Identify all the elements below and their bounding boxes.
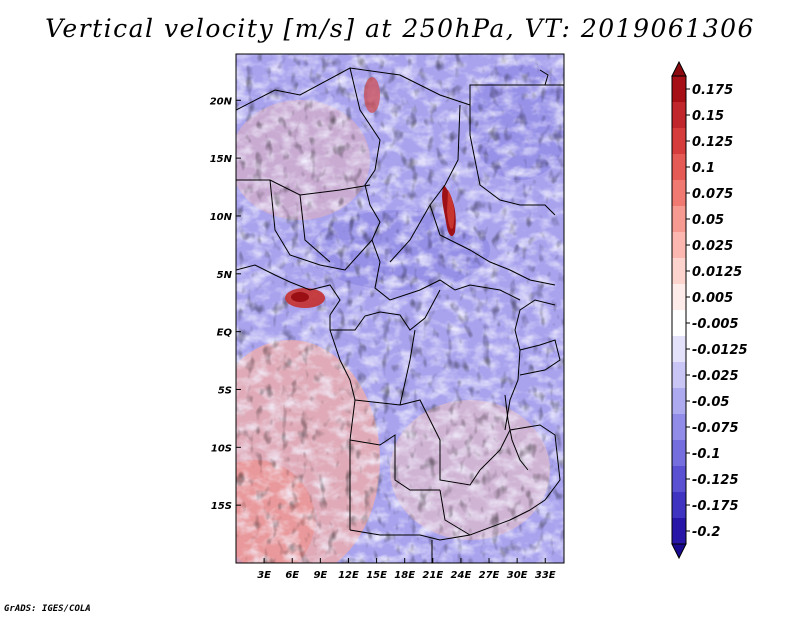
- colorbar-swatch: [672, 258, 686, 284]
- latitude-axis: 20N 15N 10N 5N EQ 5S 10S 15S: [210, 96, 241, 512]
- colorbar-swatch: [672, 284, 686, 310]
- lon-tick-label: 30E: [507, 570, 528, 581]
- lon-tick-label: 6E: [285, 570, 299, 581]
- colorbar-label: 0.05: [692, 213, 724, 228]
- lon-tick-label: 18E: [394, 570, 415, 581]
- colorbar-label: -0.025: [692, 369, 739, 384]
- colorbar-swatch: [672, 102, 686, 128]
- colorbar-swatch: [672, 154, 686, 180]
- country-borders: [236, 67, 564, 563]
- colorbar-swatch: [672, 232, 686, 258]
- colorbar-swatch: [672, 206, 686, 232]
- lon-tick-label: 15E: [366, 570, 387, 581]
- colorbar-label: -0.125: [692, 473, 739, 488]
- colorbar-label: -0.175: [692, 499, 739, 514]
- colorbar-swatch: [672, 362, 686, 388]
- lon-tick-label: 24E: [451, 570, 472, 581]
- colorbar-label: 0.175: [692, 83, 733, 98]
- lon-tick-label: 21E: [422, 570, 443, 581]
- lon-tick-label: 3E: [257, 570, 271, 581]
- longitude-axis: 3E 6E 9E 12E 15E 18E 21E 24E 27E 30E 33E: [257, 558, 556, 581]
- lon-tick-label: 27E: [479, 570, 500, 581]
- colorbar-label: -0.0125: [692, 343, 748, 358]
- colorbar-label: 0.025: [692, 239, 733, 254]
- colorbar-label: -0.05: [692, 395, 729, 410]
- colorbar-label: 0.1: [692, 161, 715, 176]
- colorbar-label: 0.0125: [692, 265, 742, 280]
- lat-tick-label: 5N: [217, 270, 233, 281]
- lon-tick-label: 9E: [313, 570, 327, 581]
- vertical-velocity-field: [236, 54, 564, 563]
- lon-tick-label: 33E: [535, 570, 556, 581]
- colorbar-swatch: [672, 128, 686, 154]
- lon-tick-label: 12E: [338, 570, 359, 581]
- colorbar-swatch: [672, 440, 686, 466]
- lat-tick-label: 15N: [210, 154, 233, 165]
- colorbar-label: 0.15: [692, 109, 724, 124]
- colorbar-label: -0.005: [692, 317, 739, 332]
- colorbar-swatch: [672, 336, 686, 362]
- colorbar-label: -0.2: [692, 525, 720, 540]
- colorbar-swatch: [672, 76, 686, 102]
- colorbar-swatch: [672, 388, 686, 414]
- colorbar-top-cap: [671, 60, 687, 77]
- plot-title: Vertical velocity [m/s] at 250hPa, VT: 2…: [45, 14, 755, 43]
- colorbar-label: -0.1: [692, 447, 720, 462]
- colorbar-swatch: [672, 414, 686, 440]
- colorbar-label: 0.075: [692, 187, 733, 202]
- credit-label: GrADS: IGES/COLA: [4, 604, 91, 614]
- colorbar-swatch: [672, 310, 686, 336]
- colorbar: 0.175 0.15 0.125 0.1 0.075 0.05 0.025 0.0125 0.0…: [671, 60, 748, 560]
- lat-tick-label: 20N: [210, 96, 233, 107]
- colorbar-swatch: [672, 518, 686, 544]
- colorbar-label: -0.075: [692, 421, 739, 436]
- map-border: [235, 53, 565, 564]
- colorbar-swatch: [672, 466, 686, 492]
- colorbar-label: 0.125: [692, 135, 733, 150]
- lat-tick-label: 15S: [211, 501, 232, 512]
- lat-tick-label: 10S: [211, 443, 232, 454]
- colorbar-bottom-cap: [671, 543, 687, 560]
- lat-tick-label: 5S: [218, 385, 232, 396]
- colorbar-label: 0.005: [692, 291, 733, 306]
- colorbar-swatch: [672, 180, 686, 206]
- lat-tick-label: EQ: [217, 328, 233, 339]
- colorbar-swatch: [672, 492, 686, 518]
- lat-tick-label: 10N: [210, 212, 233, 223]
